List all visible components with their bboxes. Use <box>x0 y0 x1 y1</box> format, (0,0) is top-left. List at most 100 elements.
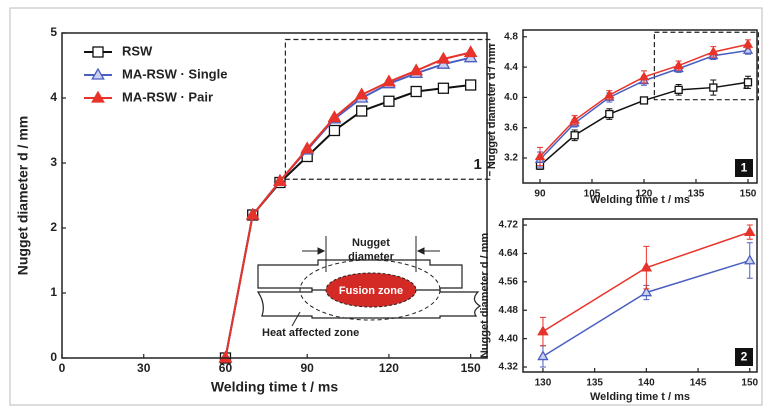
marker <box>744 254 756 265</box>
y-tick-label: 2 <box>50 220 57 234</box>
y-tick-label: 4.32 <box>499 362 519 373</box>
plot-frame <box>522 218 758 373</box>
y-tick-label: 3.2 <box>504 153 518 164</box>
x-tick-label: 140 <box>638 378 655 389</box>
y-tick-label: 4.8 <box>504 31 518 42</box>
marker <box>92 46 104 58</box>
marker <box>673 60 684 70</box>
x-tick-label: 30 <box>137 361 151 375</box>
x-axis-label: Welding time t / ms <box>590 194 690 206</box>
x-tick-label: 135 <box>688 189 705 200</box>
marker <box>742 44 754 54</box>
marker <box>537 325 549 336</box>
marker <box>534 150 546 160</box>
y-tick-label: 4.4 <box>504 62 518 73</box>
y-tick-label: 4.64 <box>499 248 519 259</box>
x-tick-label: 60 <box>219 361 233 375</box>
x-tick-label: 150 <box>461 361 481 375</box>
x-tick-label: 150 <box>740 189 757 200</box>
series-line <box>224 51 471 359</box>
marker <box>356 105 368 117</box>
marker <box>410 85 422 98</box>
panel-badge <box>735 159 753 177</box>
dimension-arrows <box>302 247 440 255</box>
marker <box>328 124 341 137</box>
marker <box>640 286 653 297</box>
leader-line <box>291 311 301 327</box>
legend-label: MA-RSW · Pair <box>122 89 213 104</box>
panel: 3.2 3.6 4.0 4.4 4.8 90 105 120 135 150 Welding tim… <box>486 29 759 206</box>
x-tick-label: 145 <box>690 378 707 389</box>
marker <box>743 78 753 87</box>
nugget-label: Nugget <box>352 237 390 249</box>
x-tick-label: 120 <box>636 189 653 200</box>
y-tick-label: 4.56 <box>499 276 519 287</box>
y-tick-label: 3.6 <box>504 122 518 133</box>
y-tick-label: 4 <box>50 90 57 104</box>
legend-label: MA-RSW · Single <box>122 66 227 81</box>
marker <box>300 141 315 154</box>
zoom-region <box>653 31 759 101</box>
marker <box>91 67 105 80</box>
marker <box>604 89 615 99</box>
y-axis-label: Nugget diameter d / mm <box>479 233 491 359</box>
panel-badge <box>735 348 753 366</box>
marker <box>354 87 369 100</box>
marker <box>605 109 614 119</box>
nugget-label: diameter <box>348 251 395 263</box>
marker <box>742 38 754 48</box>
panel-label: 1 <box>741 161 748 175</box>
figure-frame <box>9 7 763 406</box>
fusion-zone-label: Fusion zone <box>339 285 403 297</box>
x-tick-label: 90 <box>301 361 315 375</box>
x-tick-label: 130 <box>535 378 552 389</box>
x-axis-label: Welding time t / ms <box>590 391 690 403</box>
legend-label: RSW <box>122 43 153 58</box>
x-tick-label: 120 <box>379 361 399 375</box>
marker <box>708 46 719 56</box>
marker <box>640 261 653 272</box>
panel: 4.32 4.40 4.48 4.56 4.64 4.72 130 135 140 145 150 W… <box>479 218 759 403</box>
zoom-label: 1 <box>474 156 482 173</box>
marker <box>409 63 424 76</box>
haz-outline <box>299 259 441 321</box>
plot-frame <box>61 32 488 359</box>
marker <box>674 85 683 94</box>
y-tick-label: 4.40 <box>499 333 519 344</box>
x-tick-label: 105 <box>584 189 601 200</box>
y-tick-label: 5 <box>50 25 57 39</box>
marker <box>245 207 260 220</box>
y-axis-label: Nugget diameter d / mm <box>15 116 31 275</box>
y-tick-label: 4.48 <box>499 305 519 316</box>
y-tick-label: 4.72 <box>499 220 519 231</box>
fusion-zone <box>325 272 417 308</box>
marker <box>437 82 450 94</box>
marker <box>744 226 756 236</box>
marker <box>569 114 580 124</box>
x-tick-label: 0 <box>59 361 66 375</box>
x-tick-label: 150 <box>741 378 758 389</box>
y-tick-label: 3 <box>50 155 57 169</box>
zoom-region <box>284 38 491 180</box>
haz-label: Heat affected zone <box>262 327 359 339</box>
panel-label: 2 <box>741 350 748 364</box>
marker <box>639 96 649 105</box>
plot-frame <box>522 29 758 184</box>
y-tick-label: 1 <box>50 285 57 299</box>
marker <box>436 51 451 64</box>
marker <box>570 131 579 140</box>
marker <box>273 173 287 186</box>
marker <box>463 45 478 58</box>
panel: 0 1 2 3 4 5 0 30 60 90 120 150 Welding time t / ms Nu… <box>15 25 491 395</box>
y-axis-label: Nugget diameter d / mm <box>486 44 498 170</box>
marker <box>638 71 650 81</box>
marker <box>91 90 105 103</box>
x-axis-label: Welding time t / ms <box>211 379 339 395</box>
marker <box>465 79 477 91</box>
marker <box>383 95 395 107</box>
marker <box>218 350 233 363</box>
marker <box>327 110 342 123</box>
x-tick-label: 135 <box>586 378 603 389</box>
x-tick-label: 90 <box>534 189 546 200</box>
